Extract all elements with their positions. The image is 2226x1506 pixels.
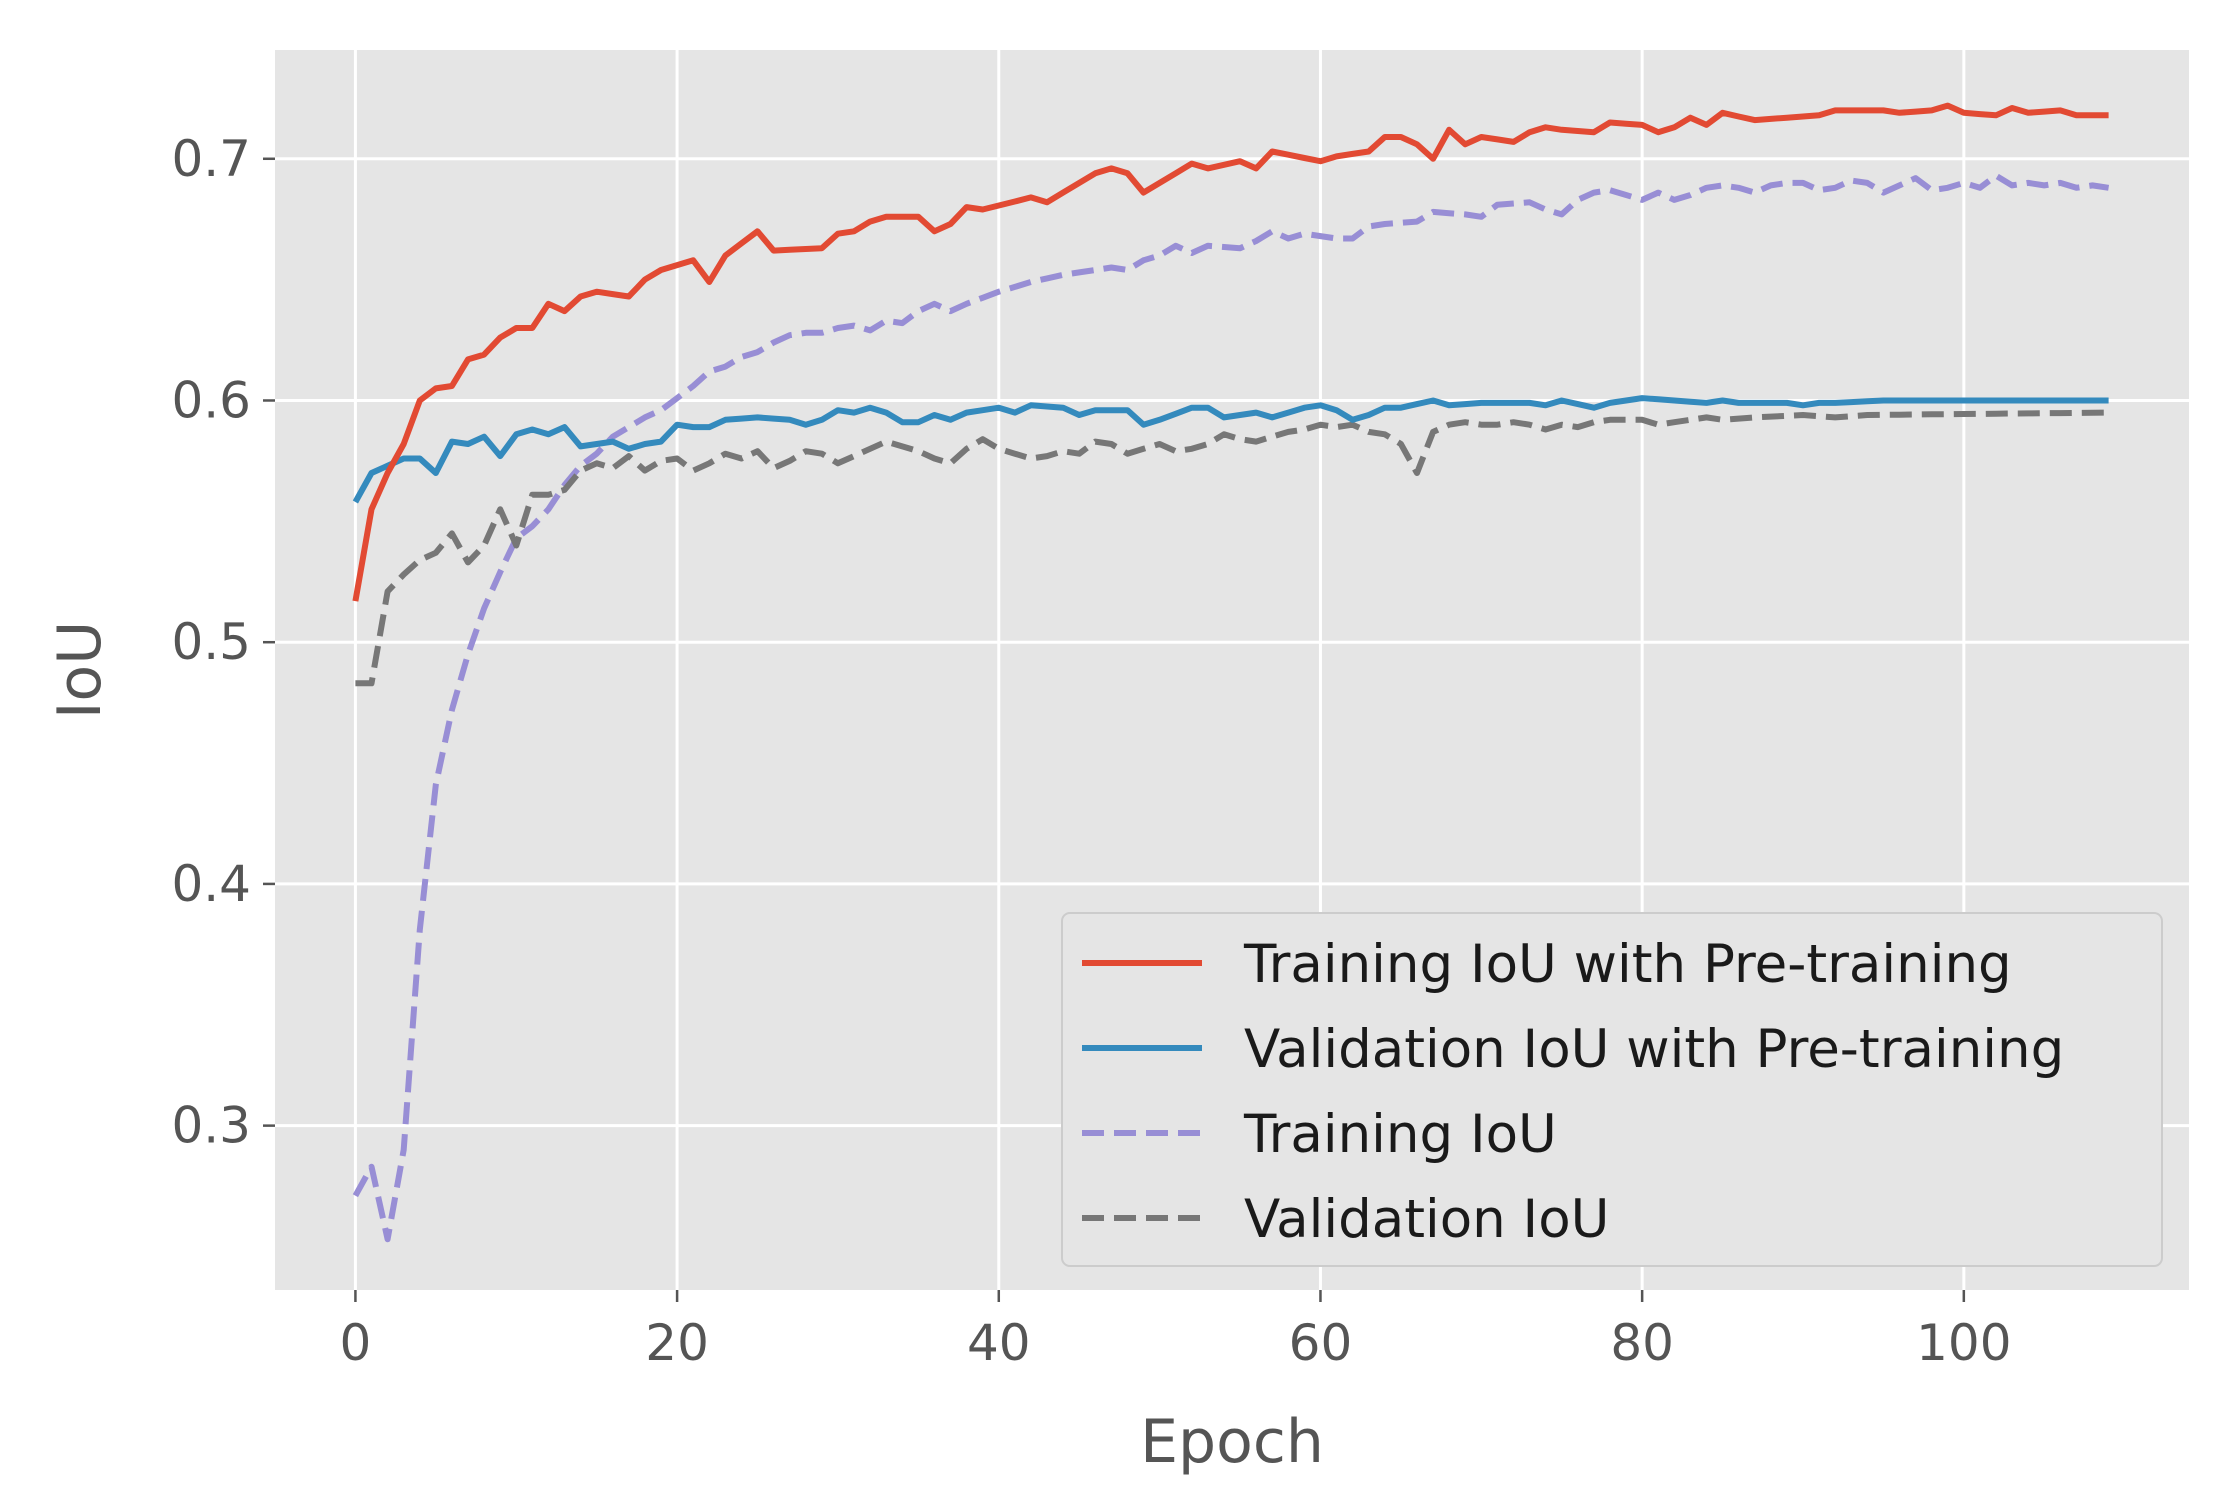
series-line-validation-iou-with-pre-training: [352, 395, 2109, 504]
legend-label: Validation IoU with Pre-training: [1244, 1019, 2064, 1080]
legend-label: Training IoU with Pre-training: [1243, 934, 2012, 995]
x-tick-label: 60: [1289, 1314, 1353, 1372]
x-tick-label: 40: [967, 1314, 1031, 1372]
x-axis-label: Epoch: [1140, 1407, 1324, 1477]
legend-box: [1061, 912, 2163, 1267]
y-tick-label: 0.4: [171, 855, 251, 913]
y-tick-label: 0.5: [171, 613, 251, 671]
axis-ticks: 0 20 40 60 80 100 0.3 0.4 0.5 0.6 0.7: [171, 130, 2011, 1372]
y-axis-label: IoU: [45, 621, 115, 719]
legend-label: Validation IoU: [1244, 1189, 1609, 1250]
y-tick-label: 0.3: [171, 1097, 251, 1155]
series-line-validation-iou: [355, 409, 2109, 687]
x-tick-label: 100: [1916, 1314, 2011, 1372]
legend: Training IoU with Pre-training Validation…: [1061, 912, 2163, 1267]
series-lines: [352, 102, 2110, 1243]
y-tick-label: 0.7: [171, 130, 251, 188]
y-tick-label: 0.6: [171, 371, 251, 429]
series-line-training-iou-with-pre-training: [352, 102, 2109, 602]
x-tick-label: 0: [340, 1314, 372, 1372]
x-tick-label: 80: [1610, 1314, 1674, 1372]
series-line-training-iou: [352, 172, 2110, 1243]
x-tick-label: 20: [645, 1314, 709, 1372]
legend-label: Training IoU: [1243, 1104, 1557, 1165]
